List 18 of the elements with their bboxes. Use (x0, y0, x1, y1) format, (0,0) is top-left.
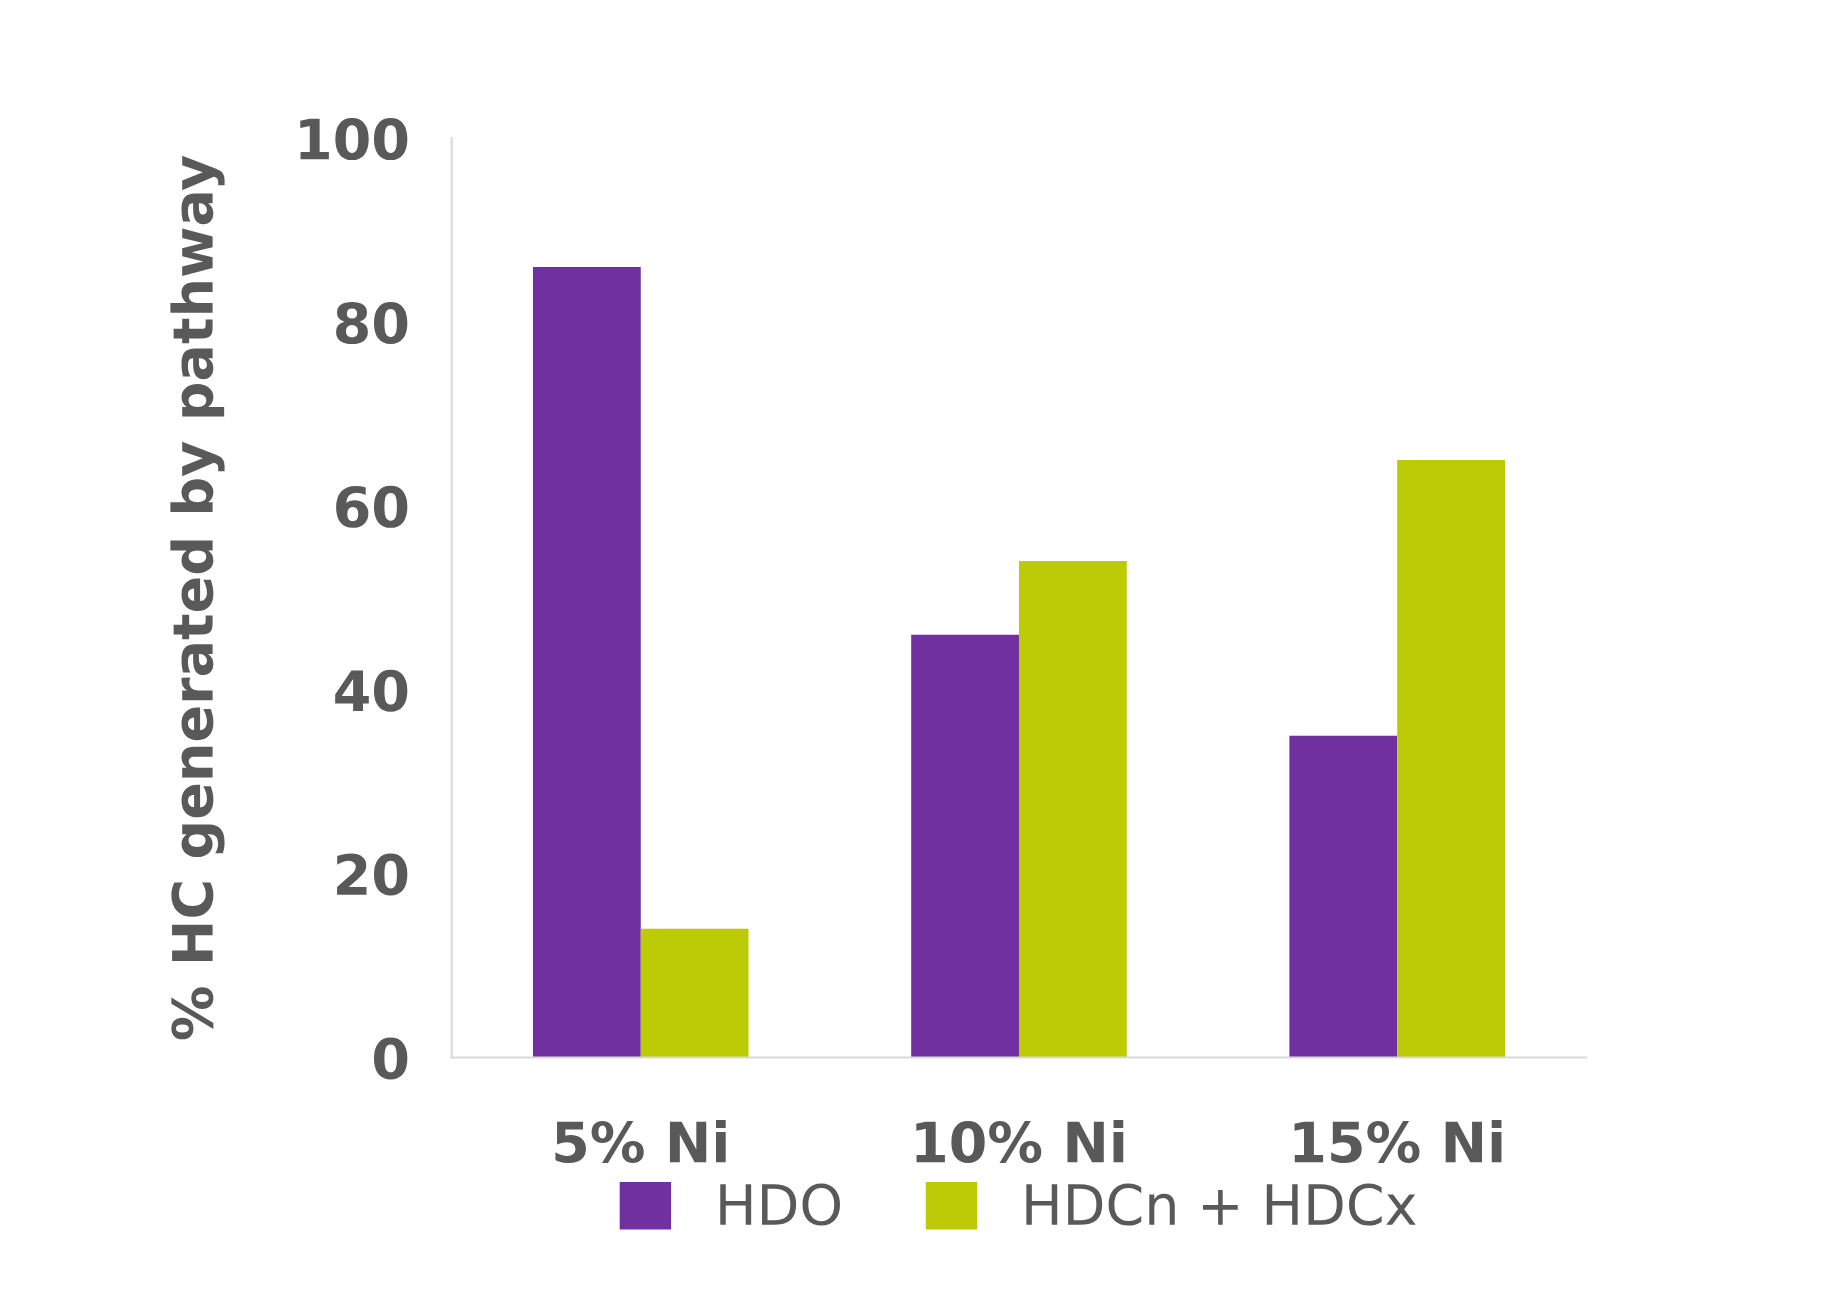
bar (1397, 459, 1505, 1058)
y-tick-label: 100 (300, 118, 408, 161)
x-tick-label: 10% Ni (916, 1120, 1124, 1164)
bar (532, 266, 641, 1058)
x-tick-label: 5% Ni (555, 1120, 726, 1164)
legend-label: HDCn + HDCx (1026, 1183, 1416, 1226)
bar (1018, 561, 1127, 1058)
bar (911, 634, 1019, 1058)
y-tick-label: 60 (336, 485, 408, 528)
legend-label: HDO (720, 1183, 840, 1226)
bar (640, 928, 749, 1058)
y-tick-label: 0 (373, 1037, 408, 1080)
y-tick-label: 80 (336, 301, 408, 344)
y-tick-label: 40 (335, 669, 408, 712)
x-tick-label: 15% Ni (1294, 1120, 1502, 1164)
y-tick-label: 20 (337, 853, 408, 896)
y-axis-title: % HC generated by pathway (170, 155, 225, 1040)
bar (1289, 735, 1398, 1058)
